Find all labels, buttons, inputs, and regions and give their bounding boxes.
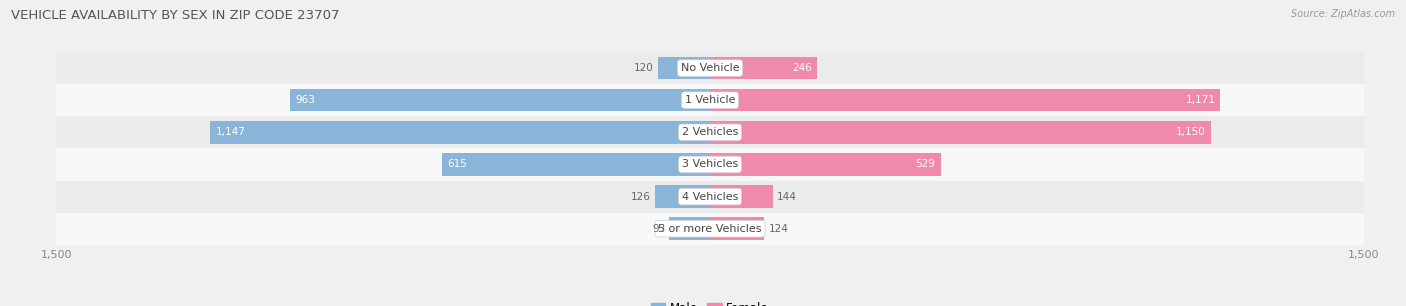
Bar: [710, 89, 1220, 111]
Text: 1 Vehicle: 1 Vehicle: [685, 95, 735, 105]
Text: 2 Vehicles: 2 Vehicles: [682, 127, 738, 137]
Bar: [290, 89, 710, 111]
Bar: [658, 57, 710, 79]
Text: 5 or more Vehicles: 5 or more Vehicles: [658, 224, 762, 234]
Text: 4 Vehicles: 4 Vehicles: [682, 192, 738, 202]
Text: 529: 529: [915, 159, 935, 170]
Bar: [710, 218, 763, 240]
Text: 120: 120: [634, 63, 654, 73]
Bar: [655, 185, 710, 208]
Text: 144: 144: [778, 192, 797, 202]
Bar: [441, 153, 710, 176]
Bar: [710, 185, 773, 208]
Text: 1,147: 1,147: [215, 127, 245, 137]
Bar: [56, 84, 1364, 116]
Text: 126: 126: [631, 192, 651, 202]
Bar: [669, 218, 710, 240]
Text: 1,171: 1,171: [1185, 95, 1215, 105]
Text: No Vehicle: No Vehicle: [681, 63, 740, 73]
Text: 615: 615: [447, 159, 467, 170]
Bar: [209, 121, 710, 144]
Bar: [56, 181, 1364, 213]
Legend: Male, Female: Male, Female: [647, 297, 773, 306]
Text: 93: 93: [652, 224, 665, 234]
Text: 124: 124: [769, 224, 789, 234]
Text: 3 Vehicles: 3 Vehicles: [682, 159, 738, 170]
Bar: [710, 121, 1212, 144]
Bar: [56, 116, 1364, 148]
Bar: [56, 148, 1364, 181]
Text: Source: ZipAtlas.com: Source: ZipAtlas.com: [1291, 9, 1395, 19]
Bar: [710, 153, 941, 176]
Text: VEHICLE AVAILABILITY BY SEX IN ZIP CODE 23707: VEHICLE AVAILABILITY BY SEX IN ZIP CODE …: [11, 9, 340, 22]
Bar: [56, 213, 1364, 245]
Text: 963: 963: [295, 95, 315, 105]
Text: 1,150: 1,150: [1177, 127, 1206, 137]
Bar: [710, 57, 817, 79]
Text: 246: 246: [792, 63, 813, 73]
Bar: [56, 52, 1364, 84]
